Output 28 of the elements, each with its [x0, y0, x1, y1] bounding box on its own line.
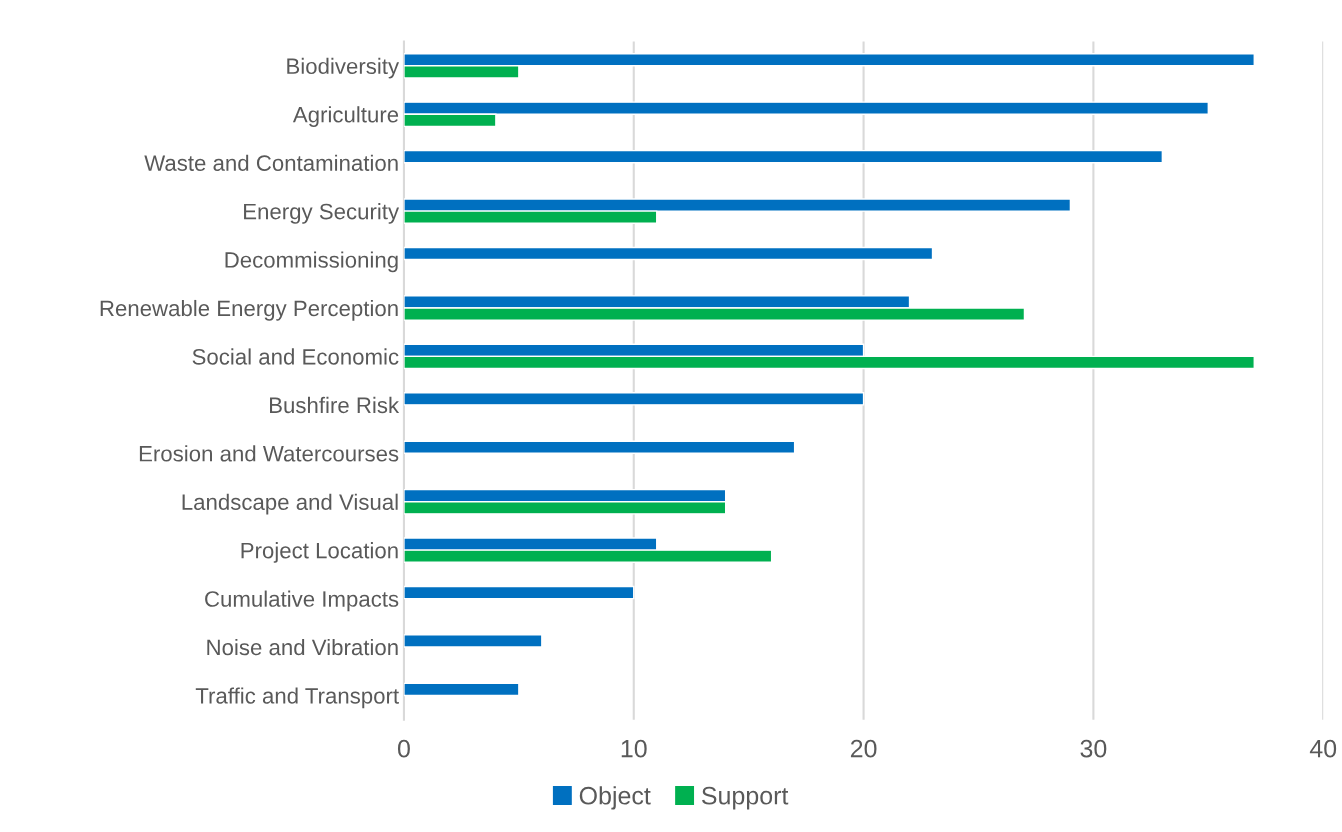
x-tick-label: 40	[1309, 739, 1337, 758]
y-tick-label: Landscape and Visual	[182, 493, 398, 515]
bar	[403, 440, 796, 454]
y-tick-label: Erosion and Watercourses	[139, 445, 399, 462]
bar	[403, 246, 934, 261]
y-tick-label: Cumulative Impacts	[205, 590, 399, 612]
y-tick-label: Project Location	[241, 542, 398, 563]
bar	[403, 392, 865, 406]
bar	[403, 682, 520, 697]
x-tick-label: 10	[621, 739, 647, 758]
x-tick-label: 30	[1080, 739, 1107, 758]
y-tick-label: Renewable Energy Perception	[100, 299, 398, 321]
legend-label: Object	[579, 786, 651, 810]
legend-label: Support	[701, 786, 789, 810]
y-tick-label: Waste and Contamination	[144, 154, 398, 171]
y-tick-label: Agriculture	[292, 106, 399, 127]
x-tick-label: 0	[397, 739, 410, 758]
y-tick-label: Bushfire Risk	[270, 396, 400, 414]
bar	[403, 149, 1164, 164]
x-tick-label: 20	[850, 739, 877, 758]
bar	[403, 634, 543, 648]
y-tick-label: Biodiversity	[287, 57, 400, 79]
y-tick-label: Traffic and Transport	[195, 687, 399, 709]
y-tick-label: Decommissioning	[225, 251, 398, 273]
bar	[403, 585, 635, 600]
y-tick-label: Noise and Vibration	[207, 638, 398, 656]
y-tick-label: Social and Economic	[192, 348, 399, 365]
y-tick-label: Energy Security	[244, 203, 400, 224]
